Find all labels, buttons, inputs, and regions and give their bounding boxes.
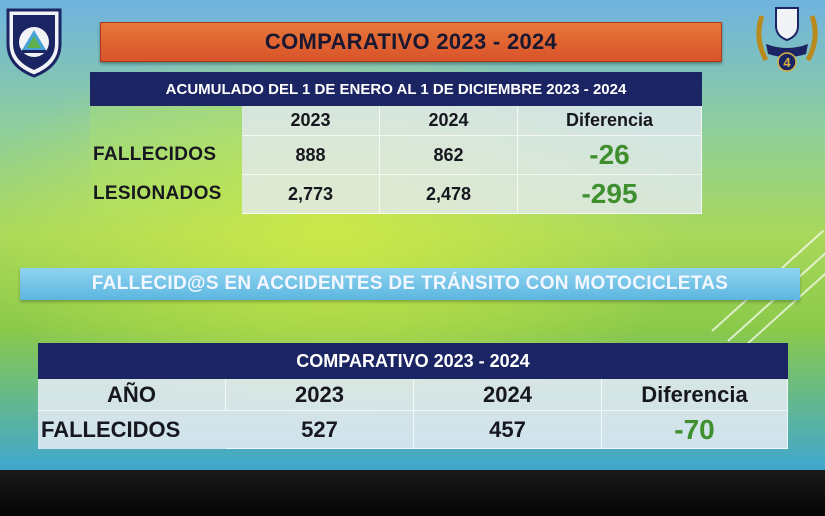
table2-cell-2023: 527 [226, 411, 414, 449]
table1-cell-2023: 888 [242, 136, 380, 175]
table1-cell-diff: -295 [518, 175, 702, 214]
table2-col-2023: 2023 [226, 379, 414, 411]
table1-col-2023: 2023 [242, 106, 380, 136]
table2-cell-2024: 457 [414, 411, 602, 449]
police-shield-logo [4, 4, 64, 78]
table1-row-label: FALLECIDOS [90, 136, 242, 175]
table2-heading-bar: COMPARATIVO 2023 - 2024 [38, 343, 788, 379]
table1-cell-2024: 862 [380, 136, 518, 175]
table1-col-2024: 2024 [380, 106, 518, 136]
table2-col-2024: 2024 [414, 379, 602, 411]
table2: AÑO 2023 2024 Diferencia FALLECIDOS 527 … [38, 379, 788, 449]
anniversary-number: 4 [783, 55, 791, 70]
section-banner: FALLECID@S EN ACCIDENTES DE TRÁNSITO CON… [20, 268, 800, 300]
main-title-bar: COMPARATIVO 2023 - 2024 [100, 22, 722, 62]
table2-heading: COMPARATIVO 2023 - 2024 [296, 350, 530, 371]
table2-col-diferencia: Diferencia [602, 379, 788, 411]
table1-cell-2023: 2,773 [242, 175, 380, 214]
table2-row-label: FALLECIDOS [38, 411, 226, 449]
table1-col-diferencia: Diferencia [518, 106, 702, 136]
table1-cell-diff: -26 [518, 136, 702, 175]
anniversary-emblem-logo: 4 [752, 4, 822, 72]
table1: 2023 2024 Diferencia FALLECIDOS 888 862 … [90, 106, 702, 214]
table1-heading: ACUMULADO DEL 1 DE ENERO AL 1 DE DICIEMB… [165, 80, 627, 98]
table1-row-label: LESIONADOS [90, 175, 242, 214]
table1-corner-cell [90, 106, 242, 136]
table1-heading-bar: ACUMULADO DEL 1 DE ENERO AL 1 DE DICIEMB… [90, 72, 702, 106]
section-banner-text: FALLECID@S EN ACCIDENTES DE TRÁNSITO CON… [91, 273, 729, 294]
table1-cell-2024: 2,478 [380, 175, 518, 214]
screen-bezel [0, 470, 825, 516]
table2-cell-diff: -70 [602, 411, 788, 449]
presentation-screen: 4 COMPARATIVO 2023 - 2024 ACUMULADO DEL … [0, 0, 825, 470]
table2-col-ano: AÑO [38, 379, 226, 411]
main-title: COMPARATIVO 2023 - 2024 [264, 29, 558, 54]
